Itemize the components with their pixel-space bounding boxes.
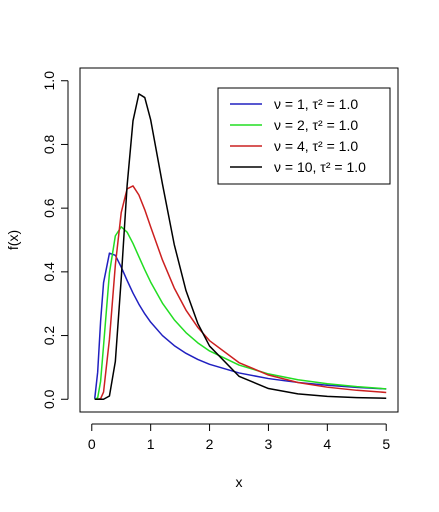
x-axis-label: x [236,474,243,490]
x-tick-label: 2 [206,436,214,452]
plot-frame [79,67,399,413]
legend-label: ν = 10, τ² = 1.0 [274,159,366,175]
x-tick-label: 3 [265,436,273,452]
y-axis-label: f(x) [5,230,21,250]
y-tick-label: 0.6 [41,198,57,218]
series-line [94,226,387,400]
y-tick-label: 0.2 [41,326,57,346]
legend-label: ν = 1, τ² = 1.0 [274,96,358,112]
y-tick-label: 0.8 [41,135,57,155]
legend-label: ν = 2, τ² = 1.0 [274,117,358,133]
x-tick-label: 5 [382,436,390,452]
y-tick-label: 1.0 [41,71,57,91]
series-line [94,185,387,401]
y-tick-label: 0.0 [41,389,57,409]
x-tick-label: 0 [88,436,96,452]
legend-label: ν = 4, τ² = 1.0 [274,138,358,154]
series-line [93,252,387,399]
series-line [94,93,387,401]
x-tick-label: 4 [323,436,331,452]
x-tick-label: 1 [147,436,155,452]
legend-box [217,87,391,185]
y-tick-label: 0.4 [41,262,57,282]
